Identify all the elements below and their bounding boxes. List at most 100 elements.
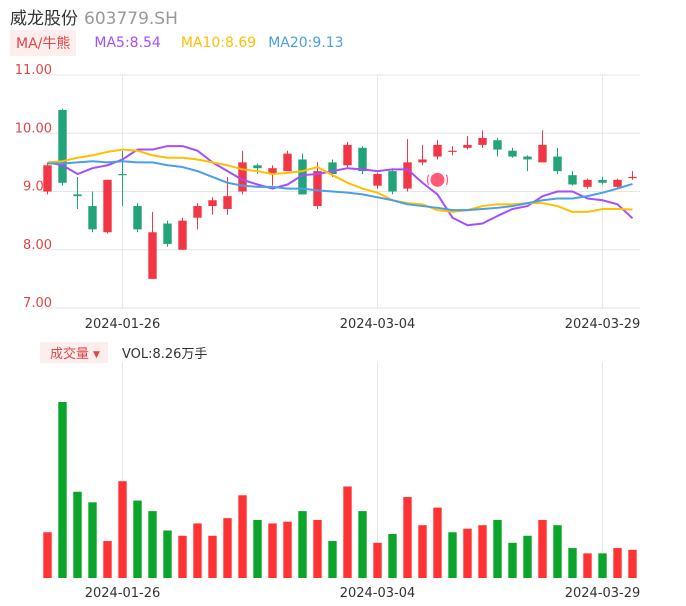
volume-bar [403, 497, 412, 578]
volume-bar [163, 530, 172, 578]
bull-marker-bracket [426, 174, 449, 186]
candle-body [43, 165, 52, 192]
candle-body [193, 206, 202, 218]
price-tick-label: 10.00 [15, 121, 52, 136]
ma10-line [47, 148, 633, 213]
volume-bar [298, 511, 307, 578]
ma5-label: MA5:8.54 [94, 35, 161, 51]
price-tick-label: 7.00 [23, 296, 52, 311]
stock-header: 威龙股份 603779.SH [10, 4, 178, 29]
candle-body [223, 196, 232, 209]
volume-bar [103, 541, 112, 578]
volume-bar [463, 528, 472, 578]
volume-bar [553, 525, 562, 578]
price-tick-label: 11.00 [15, 63, 52, 78]
date-tick-label: 2024-03-04 [340, 317, 416, 332]
candle-body [208, 200, 217, 207]
volume-bar [448, 532, 457, 578]
volume-bar [268, 523, 277, 578]
volume-bar [583, 553, 592, 578]
candle-body [418, 159, 427, 163]
date-tick-label: 2024-03-29 [565, 317, 641, 332]
candle-body [583, 179, 592, 187]
volume-bar [193, 523, 202, 578]
volume-value: VOL:8.26万手 [121, 346, 208, 362]
ma20-line [47, 160, 633, 212]
caret-down-icon: ▼ [93, 349, 100, 360]
volume-indicator-selector[interactable]: 成交量 ▼ [40, 341, 108, 363]
volume-bar [88, 502, 97, 578]
volume-bar [523, 535, 532, 578]
candle-body [598, 179, 607, 183]
volume-bar [223, 518, 232, 578]
volume-bar [598, 553, 607, 578]
volume-bar [328, 541, 337, 578]
candle-body [103, 179, 112, 233]
candle-body [298, 159, 307, 195]
candle-body [553, 156, 562, 172]
candle-body [58, 109, 67, 183]
candle-body [238, 162, 247, 192]
candle-body [628, 176, 637, 179]
volume-bar [358, 511, 367, 578]
date-tick-label: 2024-03-29 [565, 586, 641, 601]
volume-bar [418, 525, 427, 578]
volume-bar [73, 491, 82, 578]
candle-body [268, 168, 277, 175]
volume-bar [133, 500, 142, 578]
candle-body [388, 171, 397, 192]
candle-body [433, 144, 442, 157]
ma-legend: MA/牛熊 MA5:8.54 MA10:8.69 MA20:9.13 [10, 30, 344, 56]
candle-body [283, 153, 292, 172]
volume-bar [538, 519, 547, 578]
volume-bar [283, 521, 292, 578]
stock-name: 威龙股份 [10, 9, 78, 29]
volume-bar [43, 532, 52, 578]
ma-type-selector[interactable]: MA/牛熊 [10, 30, 77, 56]
candle-body [508, 150, 517, 157]
bull-marker-icon [430, 172, 445, 187]
volume-bar [478, 525, 487, 578]
candle-body [463, 144, 472, 148]
volume-bar [343, 486, 352, 578]
candle-body [163, 223, 172, 244]
candle-body [613, 179, 622, 187]
volume-bar [628, 549, 637, 578]
volume-bar [373, 542, 382, 578]
candle-body [373, 174, 382, 186]
candle-body [73, 194, 82, 197]
volume-legend: 成交量 ▼ VOL:8.26万手 [40, 341, 208, 363]
candle-body [253, 165, 262, 169]
stock-code: 603779.SH [84, 9, 178, 29]
volume-bar [178, 535, 187, 578]
volume-bar [238, 495, 247, 578]
date-tick-label: 2024-01-26 [85, 586, 161, 601]
volume-bar [388, 534, 397, 578]
volume-bar [313, 519, 322, 578]
candle-body [178, 220, 187, 250]
candle-body [148, 232, 157, 279]
candle-body [118, 174, 127, 176]
date-tick-label: 2024-01-26 [85, 317, 161, 332]
date-tick-label: 2024-03-04 [340, 586, 416, 601]
volume-bar [493, 519, 502, 578]
candle-body [448, 150, 457, 152]
candle-body [328, 162, 337, 175]
volume-bar [208, 535, 217, 578]
volume-bar [118, 481, 127, 578]
candle-body [403, 162, 412, 189]
candle-body [538, 144, 547, 163]
volume-bar [58, 402, 67, 578]
volume-bar [253, 519, 262, 578]
volume-bar [613, 548, 622, 578]
candle-body [88, 206, 97, 230]
ma10-label: MA10:8.69 [180, 35, 257, 51]
candle-body [358, 147, 367, 172]
volume-tag-label: 成交量 [50, 346, 90, 362]
candle-body [523, 156, 532, 160]
ma20-label: MA20:9.13 [268, 35, 344, 51]
volume-bar [148, 511, 157, 578]
volume-bar [433, 507, 442, 578]
candle-body [133, 206, 142, 230]
